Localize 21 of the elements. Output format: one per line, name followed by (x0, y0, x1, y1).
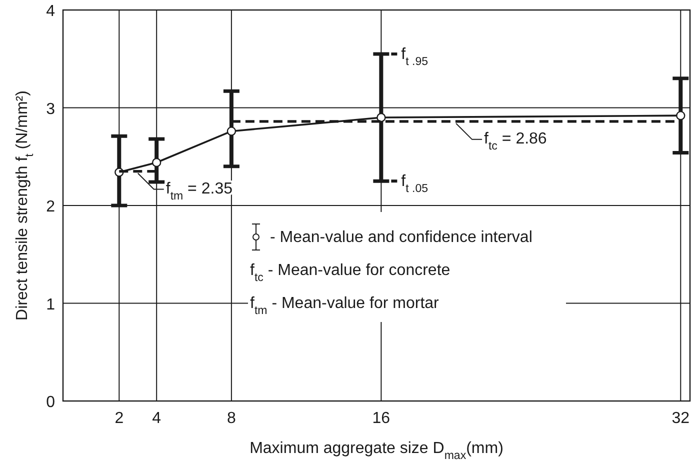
annotation: f$_{tm}$ - Mean-value for mortar (250, 295, 440, 317)
y-tick-label: 2 (46, 198, 56, 216)
annotation: f$_{tc}$ = 2.86 (484, 130, 547, 152)
y-tick-label: 4 (46, 3, 56, 20)
x-tick-label: 32 (672, 410, 690, 427)
annotation: f$_{t .95}$ (401, 46, 428, 68)
x-tick-label: 8 (226, 410, 236, 427)
annotation: - Mean-value and confidence interval (270, 229, 532, 246)
point (676, 110, 686, 120)
y-tick-label: 1 (46, 296, 56, 314)
annotation: f$_{t .05}$ (401, 173, 428, 196)
point (152, 158, 162, 168)
point (376, 112, 386, 122)
x-tick-label: 4 (152, 410, 162, 427)
y-tick-label: 0 (46, 394, 56, 411)
x-tick-label: 16 (372, 410, 390, 427)
annotation: f$_{tc}$ - Mean-value for concrete (250, 262, 450, 284)
x-axis-title: Maximum aggregate size D$_{max}$(mm) (250, 440, 504, 462)
y-tick-label: 3 (46, 100, 56, 118)
point (226, 126, 236, 136)
x-tick-label: 2 (114, 410, 124, 427)
